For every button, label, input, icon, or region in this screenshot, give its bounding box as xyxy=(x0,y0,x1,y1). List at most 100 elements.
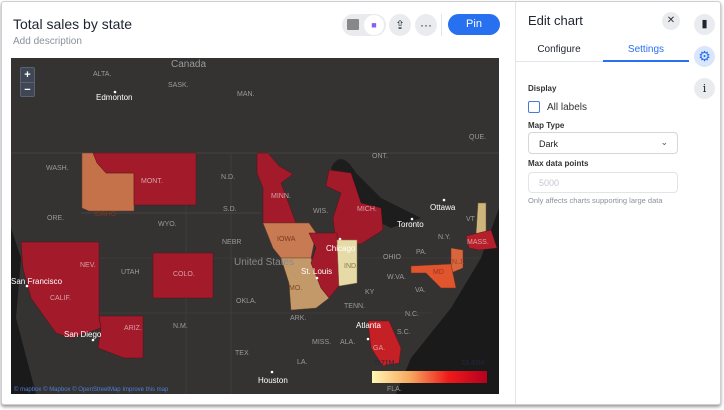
label-wyo: WYO. xyxy=(158,221,177,228)
state-maryland[interactable] xyxy=(410,263,457,289)
pin-button[interactable]: Pin xyxy=(448,14,500,35)
label-utah: UTAH xyxy=(121,269,140,276)
share-button[interactable]: ⇪ xyxy=(389,14,411,36)
zoom-in-button[interactable]: + xyxy=(24,69,31,81)
label-fla: FLA. xyxy=(387,386,402,393)
city-toronto: Toronto xyxy=(397,220,424,229)
label-ont: ONT. xyxy=(372,153,388,160)
panel-title: Edit chart xyxy=(528,13,583,28)
all-labels-checkbox[interactable] xyxy=(528,101,540,113)
us-map-icon[interactable]: ■ xyxy=(364,15,384,35)
state-indiana[interactable] xyxy=(336,239,358,287)
label-sc: S.C. xyxy=(397,329,411,336)
label-la: LA. xyxy=(297,359,308,366)
chart-type-toggle[interactable]: ■ xyxy=(342,14,386,36)
label-wva: W.VA. xyxy=(387,274,406,281)
state-minnesota[interactable] xyxy=(256,152,297,224)
chart-title[interactable]: Total sales by state xyxy=(13,16,133,32)
label-md: MD xyxy=(433,269,444,276)
label-alta: ALTA. xyxy=(93,71,111,78)
zoom-out-button[interactable]: − xyxy=(21,82,34,96)
label-ala: ALA. xyxy=(340,339,355,346)
chevron-down-icon: ⌄ xyxy=(660,137,668,147)
label-iowa: IOWA xyxy=(277,236,296,243)
city-atlanta: Atlanta xyxy=(356,321,381,330)
map-type-value: Dark xyxy=(539,139,559,149)
map-svg: Canada ALTA. SASK. MAN. ONT. QUE. WASH. … xyxy=(11,59,499,394)
label-mont: MONT. xyxy=(141,178,163,185)
city-ottawa: Ottawa xyxy=(430,203,456,212)
state-arizona[interactable] xyxy=(97,315,144,359)
state-colorado[interactable] xyxy=(152,252,214,299)
state-georgia[interactable] xyxy=(367,320,402,367)
city-chicago: Chicago xyxy=(326,244,356,253)
label-ark: ARK. xyxy=(290,315,306,322)
map-type-select[interactable]: Dark ⌄ xyxy=(528,132,678,154)
label-idaho: IDAHO xyxy=(94,211,117,218)
tab-configure[interactable]: Configure xyxy=(537,44,581,55)
label-man: MAN. xyxy=(237,91,255,98)
zoom-controls: + − xyxy=(20,67,35,97)
divider xyxy=(441,14,442,36)
table-icon[interactable] xyxy=(347,19,359,30)
label-ore: ORE. xyxy=(47,215,64,222)
state-michigan[interactable] xyxy=(325,169,384,245)
label-nj: N.J. xyxy=(452,259,465,266)
label-vt: VT xyxy=(466,216,476,223)
label-mich: MICH. xyxy=(357,206,377,213)
label-que: QUE. xyxy=(469,134,486,141)
settings-gear-icon[interactable]: ⚙ xyxy=(694,46,715,67)
label-ind: IND. xyxy=(344,263,358,270)
label-nm: N.M. xyxy=(173,323,188,330)
label-nc: N.C. xyxy=(405,311,419,318)
close-button[interactable]: ✕ xyxy=(662,12,680,30)
close-icon: ✕ xyxy=(666,15,676,26)
city-san-francisco: San Francisco xyxy=(11,277,63,286)
label-ky: KY xyxy=(365,289,375,296)
label-nd: N.D. xyxy=(221,174,235,181)
state-massachusetts[interactable] xyxy=(465,229,498,251)
label-minn: MINN. xyxy=(271,193,291,200)
tab-divider xyxy=(516,61,689,62)
state-new-hampshire[interactable] xyxy=(475,202,487,237)
label-sd: S.D. xyxy=(223,206,237,213)
chart-icon[interactable]: ▮ xyxy=(694,14,715,35)
all-labels-label[interactable]: All labels xyxy=(547,102,588,113)
label-sask: SASK. xyxy=(168,82,189,89)
label-wis: WIS. xyxy=(313,208,328,215)
state-california-nevada[interactable] xyxy=(20,241,102,339)
map-attribution[interactable]: © mapbox © Mapbox © OpenStreetMap Improv… xyxy=(14,387,169,393)
max-data-points-input[interactable]: 5000 xyxy=(528,172,678,193)
label-ariz: ARIZ. xyxy=(124,325,142,332)
more-button[interactable]: ··· xyxy=(415,14,437,36)
info-icon[interactable]: i xyxy=(694,78,715,99)
color-legend xyxy=(372,371,487,383)
label-united-states: United States xyxy=(234,257,294,268)
label-nev: NEV. xyxy=(80,262,96,269)
label-mo: MO. xyxy=(289,285,302,292)
label-va: VA. xyxy=(415,287,426,294)
map-canvas[interactable]: Canada ALTA. SASK. MAN. ONT. QUE. WASH. … xyxy=(11,58,499,394)
legend-max: 33.43M xyxy=(461,360,485,367)
more-icon: ··· xyxy=(420,18,432,32)
right-icon-rail: ▮ ⚙ i xyxy=(688,2,722,404)
state-montana[interactable] xyxy=(92,152,197,206)
label-nebr: NEBR xyxy=(222,239,241,246)
region-labels: Canada ALTA. SASK. MAN. ONT. QUE. WASH. … xyxy=(46,59,489,393)
ocean-pacific xyxy=(11,228,36,394)
label-tex: TEX xyxy=(235,350,249,357)
active-tab-indicator xyxy=(603,60,689,62)
description-input[interactable]: Add description xyxy=(13,36,82,47)
label-mass: MASS. xyxy=(467,239,489,246)
city-houston: Houston xyxy=(258,376,288,385)
label-ny: N.Y. xyxy=(438,234,451,241)
label-canada: Canada xyxy=(171,59,206,70)
legend-min: 0.71M xyxy=(375,360,395,367)
label-pa: PA. xyxy=(416,249,427,256)
label-ohio: OHIO xyxy=(383,254,401,261)
tab-settings[interactable]: Settings xyxy=(627,44,665,55)
ocean-atlantic xyxy=(396,208,499,394)
map-type-label: Map Type xyxy=(528,121,565,130)
share-icon: ⇪ xyxy=(394,18,406,32)
label-colo: COLO. xyxy=(173,271,195,278)
